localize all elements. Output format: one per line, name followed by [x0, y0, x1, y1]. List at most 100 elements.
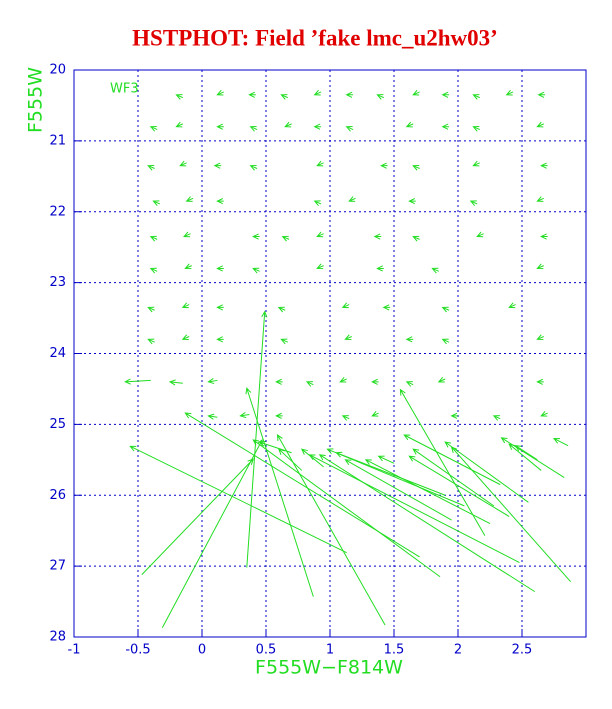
vector-arrow	[216, 265, 224, 272]
vector-arrow	[246, 310, 268, 568]
vector-arrow	[124, 378, 151, 385]
y-tick-label: 21	[49, 133, 66, 148]
vector-arrow	[536, 196, 544, 202]
vector-arrow	[179, 160, 187, 167]
vector-arrow	[183, 231, 191, 238]
vector-arrow	[492, 415, 501, 421]
vector-arrow	[437, 376, 446, 383]
vector-arrow	[147, 164, 155, 171]
vector-arrow	[168, 379, 183, 386]
vector-arrow	[345, 91, 354, 98]
vector-arrow	[147, 306, 155, 313]
vector-arrow	[216, 304, 224, 311]
vector-arrow	[405, 121, 414, 128]
vector-arrow	[313, 200, 322, 207]
vector-arrow	[536, 263, 544, 270]
vector-arrow	[431, 267, 440, 274]
vector-arrow	[305, 381, 314, 387]
vector-arrow	[472, 160, 480, 167]
vector-arrow	[258, 440, 292, 454]
x-tick-label: 0	[198, 643, 206, 658]
vector-arrow	[252, 233, 260, 240]
y-tick-label: 20	[49, 63, 66, 78]
vector-arrow	[141, 458, 254, 575]
vector-arrow	[371, 410, 379, 417]
x-tick-label: -0.5	[125, 643, 150, 658]
vector-arrow	[540, 233, 548, 240]
vector-arrow	[152, 200, 160, 207]
vector-arrow	[376, 265, 384, 272]
vector-arrow	[316, 160, 324, 167]
vector-arrow	[249, 164, 258, 171]
vector-arrow	[326, 448, 465, 507]
vector-arrow	[403, 434, 501, 486]
vector-arrow	[318, 454, 536, 593]
vector-arrow	[181, 334, 190, 341]
vector-arrow	[249, 126, 258, 132]
vector-arrow	[185, 196, 194, 202]
vector-arrow	[213, 162, 222, 169]
vector-arrow	[280, 338, 288, 345]
vector-arrow	[181, 302, 190, 309]
vector-arrow	[348, 196, 356, 202]
y-tick-label: 22	[49, 204, 66, 219]
vector-arrow	[216, 198, 224, 205]
vector-arrow	[505, 89, 514, 96]
vector-arrow	[281, 235, 290, 242]
vector-arrow	[540, 410, 548, 417]
vector-arrow	[248, 91, 256, 98]
vector-arrow	[537, 91, 546, 98]
vector-arrow	[508, 302, 516, 309]
vector-arrow	[371, 378, 379, 385]
vector-arrow	[149, 235, 158, 242]
vector-arrow	[129, 445, 347, 554]
y-tick-label: 23	[49, 275, 66, 290]
vector-arrow	[277, 306, 286, 313]
vector-arrow	[536, 121, 544, 128]
vector-arrow	[313, 123, 322, 130]
vector-arrow	[476, 231, 484, 238]
vector-arrow	[444, 441, 529, 503]
vector-arrow	[277, 448, 303, 471]
vector-arrow	[184, 263, 192, 270]
vector-arrow	[377, 455, 395, 464]
vector-arrow	[341, 302, 350, 309]
vector-arrow	[245, 387, 314, 597]
y-tick-label: 28	[49, 630, 66, 645]
vector-arrow	[441, 91, 450, 98]
vector-arrow	[472, 94, 480, 100]
vector-arrow	[380, 162, 388, 169]
vector-arrow	[252, 267, 260, 274]
vector-arrow	[175, 121, 184, 128]
vector-arrow	[376, 94, 384, 100]
x-tick-label: 2	[454, 643, 462, 658]
vector-arrow	[207, 413, 218, 420]
vector-arrow	[450, 412, 458, 419]
vector-arrow	[275, 378, 283, 385]
x-tick-label: 1.5	[384, 643, 405, 658]
vector-arrow	[412, 235, 420, 242]
vector-arrow	[405, 381, 414, 387]
vector-arrow	[508, 443, 542, 471]
vector-arrow	[364, 459, 491, 525]
panel-label: WF3	[110, 82, 139, 97]
y-tick-label: 24	[49, 346, 66, 361]
vector-arrow	[252, 439, 441, 578]
vector-arrow	[408, 455, 510, 517]
vector-arrow	[284, 121, 292, 128]
vector-arrow	[313, 89, 322, 96]
vector-arrow	[239, 412, 250, 419]
vector-arrow	[276, 434, 386, 626]
vector-arrow	[216, 336, 224, 343]
vector-arrow	[412, 164, 420, 171]
vector-arrow	[344, 459, 452, 521]
vector-arrow	[536, 378, 544, 385]
vector-arrow	[316, 231, 324, 238]
vector-arrow	[514, 445, 538, 461]
x-axis-label: F555W−F814W	[255, 657, 403, 679]
vector-arrow	[399, 388, 486, 536]
vector-arrow	[405, 336, 414, 343]
y-tick-label: 27	[49, 559, 66, 574]
vector-arrow	[472, 126, 480, 132]
vector-arrow	[341, 415, 350, 421]
